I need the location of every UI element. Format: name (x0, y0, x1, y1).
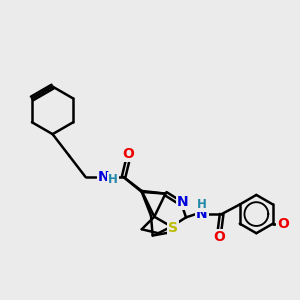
Text: N: N (196, 207, 208, 221)
Text: S: S (168, 220, 178, 235)
Text: H: H (196, 198, 206, 211)
Text: N: N (98, 170, 110, 184)
Text: H: H (108, 173, 118, 186)
Text: N: N (177, 195, 189, 209)
Text: O: O (278, 217, 290, 231)
Text: O: O (213, 230, 225, 244)
Text: O: O (123, 147, 134, 161)
